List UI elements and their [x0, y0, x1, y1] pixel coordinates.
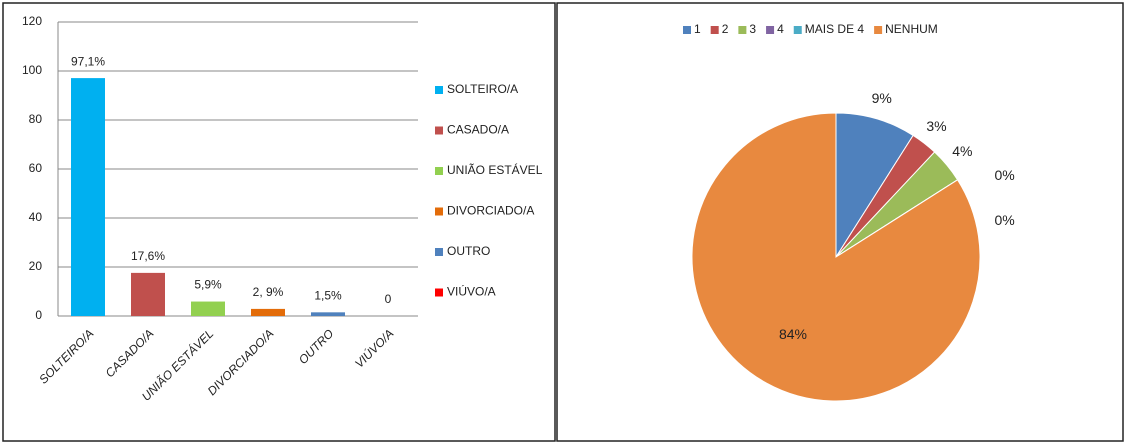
legend-swatch: [683, 26, 691, 34]
bar: [311, 312, 345, 316]
data-label: 9%: [872, 90, 892, 106]
legend-label: SOLTEIRO/A: [447, 82, 518, 96]
legend-label: VIÚVO/A: [447, 284, 496, 299]
data-label: 17,6%: [131, 249, 165, 263]
data-label: 2, 9%: [253, 285, 284, 299]
data-label: 97,1%: [71, 54, 105, 68]
bar: [71, 78, 105, 316]
legend-swatch: [435, 207, 443, 216]
y-tick-label: 0: [35, 308, 42, 322]
pie-slice: [691, 112, 981, 402]
bar: [191, 301, 225, 316]
legend-swatch: [793, 26, 802, 34]
data-label: 1,5%: [314, 288, 342, 302]
legend-swatch: [710, 26, 719, 34]
legend-label: UNIÃO ESTÁVEL: [447, 162, 543, 177]
data-label: 0: [385, 292, 392, 306]
legend-label: 2: [722, 22, 729, 36]
y-tick-label: 40: [29, 210, 43, 224]
y-tick-label: 60: [29, 161, 43, 175]
legend-swatch: [435, 126, 443, 135]
data-label: 0%: [994, 167, 1014, 183]
y-tick-label: 120: [22, 14, 42, 28]
legend-swatch: [435, 248, 443, 256]
legend-label: OUTRO: [447, 244, 490, 258]
y-tick-label: 80: [29, 112, 43, 126]
legend-label: 4: [777, 22, 784, 36]
legend-label: NENHUM: [885, 22, 938, 36]
data-label: 3%: [926, 118, 946, 134]
data-label: 4%: [952, 143, 972, 159]
bar: [131, 272, 165, 316]
legend-label: MAIS DE 4: [805, 22, 865, 36]
data-label: 84%: [779, 326, 807, 342]
legend-swatch: [766, 26, 775, 34]
legend-swatch: [435, 288, 443, 297]
y-tick-label: 100: [22, 63, 42, 77]
data-label: 5,9%: [194, 278, 222, 292]
legend-label: CASADO/A: [447, 123, 509, 137]
legend-label: DIVORCIADO/A: [447, 204, 534, 218]
legend-swatch: [738, 26, 747, 34]
legend-swatch: [435, 167, 443, 175]
legend-label: 3: [749, 22, 756, 36]
bar: [251, 308, 285, 316]
pie-slice: [835, 112, 914, 259]
legend-swatch: [435, 86, 443, 94]
y-tick-label: 20: [29, 259, 43, 273]
data-label: 0%: [994, 212, 1014, 228]
legend-swatch: [874, 26, 883, 34]
legend-label: 1: [694, 22, 701, 36]
